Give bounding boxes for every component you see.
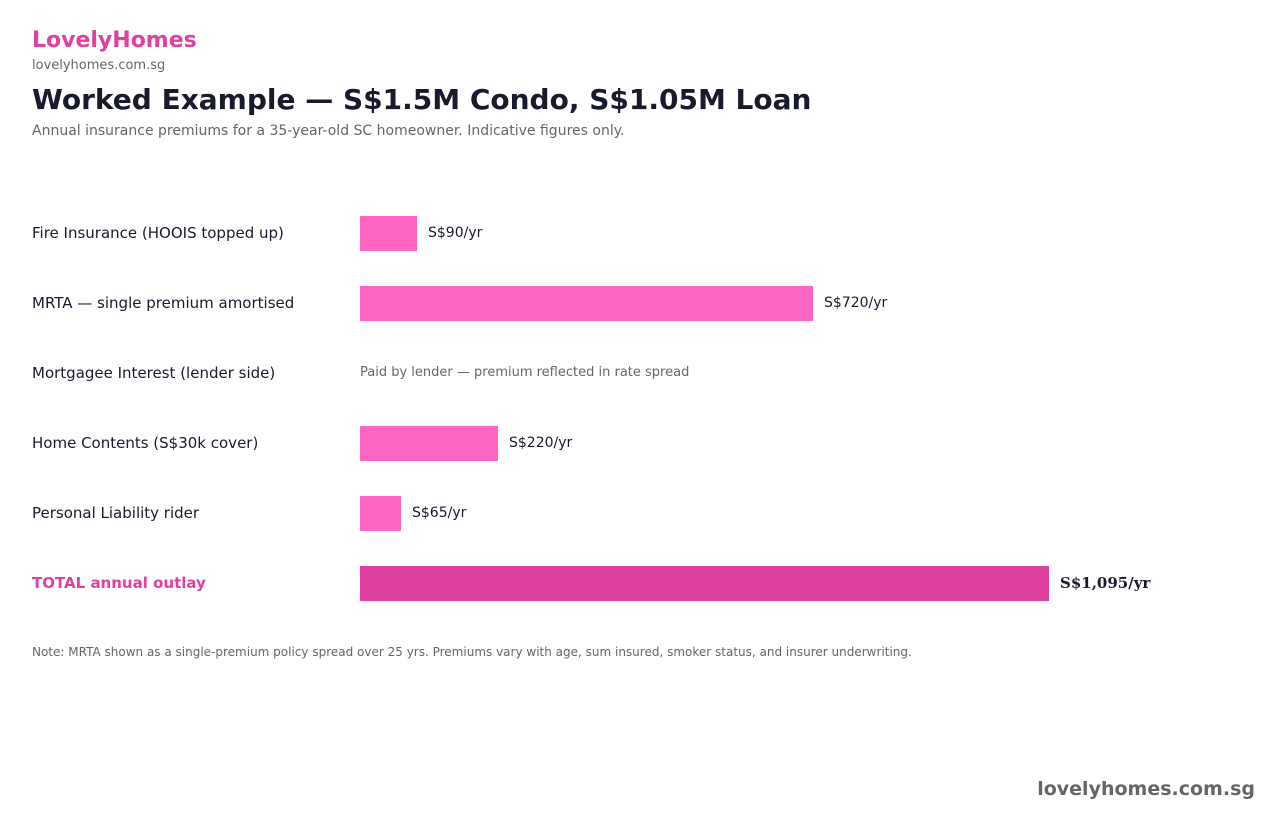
bar (360, 216, 417, 251)
row-label: Home Contents (S$30k cover) (32, 434, 259, 452)
chart-footnote: Note: MRTA shown as a single-premium pol… (32, 645, 912, 659)
row-label: Mortgagee Interest (lender side) (32, 364, 276, 382)
row-label: Personal Liability rider (32, 504, 200, 522)
total-row-label: TOTAL annual outlay (32, 574, 206, 592)
bar (360, 286, 813, 321)
chart-title: Worked Example — S$1.5M Condo, S$1.05M L… (32, 83, 812, 116)
bar-value-label: S$65/yr (412, 505, 467, 521)
bar (360, 496, 401, 531)
chart-subtitle: Annual insurance premiums for a 35-year-… (32, 123, 625, 139)
footer-domain: lovelyhomes.com.sg (1037, 778, 1255, 800)
row-label: Fire Insurance (HOOIS topped up) (32, 224, 284, 242)
bar (360, 426, 498, 461)
brand-domain: lovelyhomes.com.sg (32, 58, 166, 73)
bar-note: Paid by lender — premium reflected in ra… (360, 365, 690, 380)
brand-logo: LovelyHomes (32, 28, 197, 53)
bar-value-label: S$220/yr (509, 435, 573, 451)
total-value-label: S$1,095/yr (1060, 574, 1151, 592)
total-bar (360, 566, 1049, 601)
bar-value-label: S$90/yr (428, 225, 483, 241)
bar-value-label: S$720/yr (824, 295, 888, 311)
row-label: MRTA — single premium amortised (32, 294, 295, 312)
